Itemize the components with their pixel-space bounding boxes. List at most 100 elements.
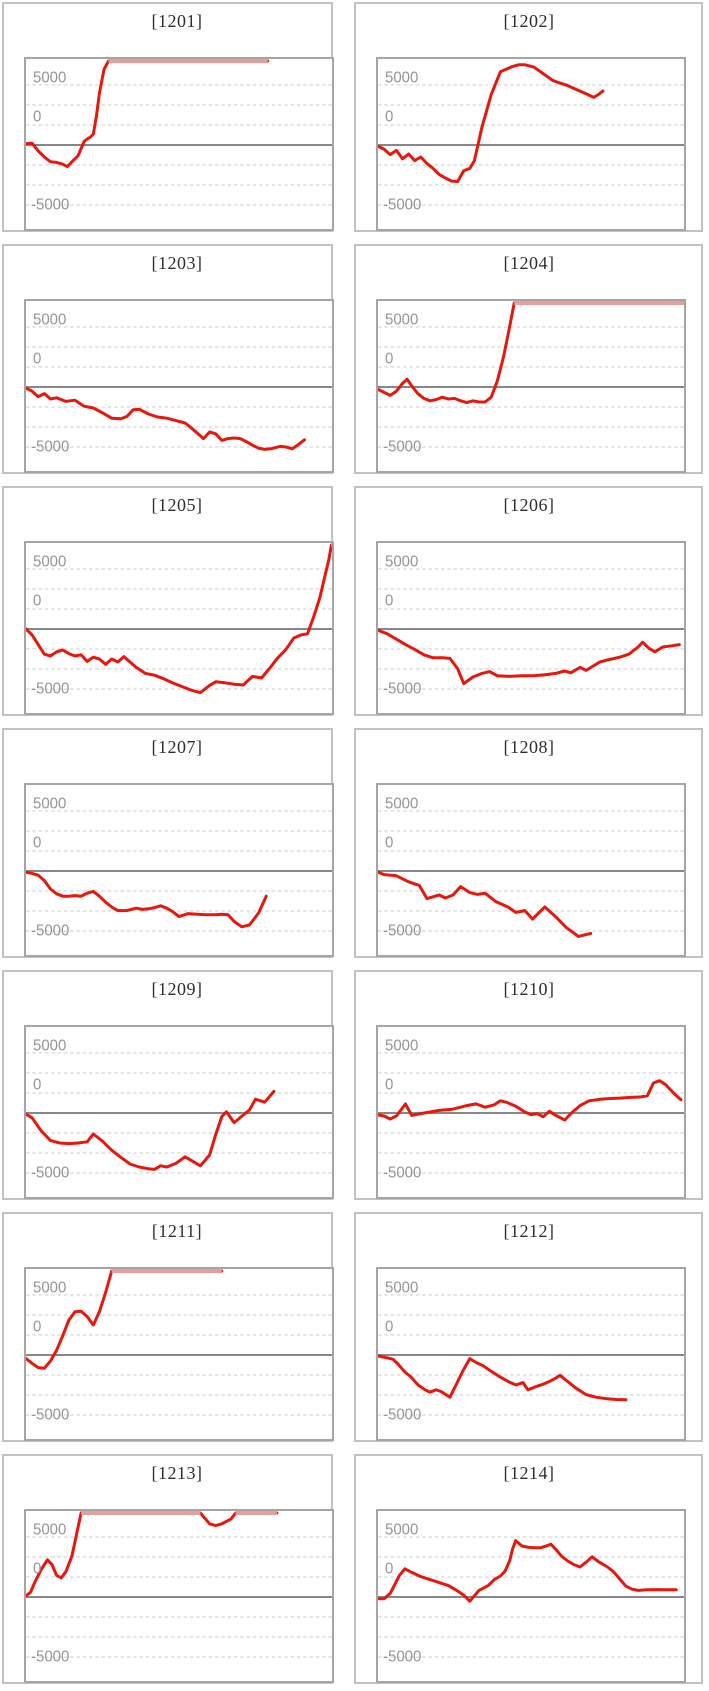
y-tick-neg5000: -5000 [383,1647,422,1666]
plot-area: 5000 0 -5000 [376,1267,686,1441]
line-chart-svg [26,59,332,206]
series-line [26,543,332,695]
y-tick-neg5000: -5000 [31,1163,70,1182]
chart-card: [1210] 5000 0 -5000 [354,970,703,1200]
plot-area: 5000 0 -5000 [376,783,686,957]
chart-card: [1205] 5000 0 -5000 [2,486,334,716]
y-tick-neg5000: -5000 [383,1163,422,1182]
plot-area: 5000 0 -5000 [376,541,686,715]
chart-card: [1201] 5000 0 -5000 [2,2,334,232]
y-tick-5000: 5000 [385,1036,419,1055]
line-chart-svg [26,810,332,932]
series-line [378,1354,628,1402]
y-tick-5000: 5000 [33,1278,67,1297]
plot-area: 5000 0 -5000 [376,1509,686,1683]
series-line [378,870,593,938]
y-tick-0: 0 [33,349,42,368]
y-tick-5000: 5000 [33,794,67,813]
y-tick-0: 0 [385,1317,394,1336]
y-tick-neg5000: -5000 [31,1405,70,1424]
series-line [26,1089,276,1171]
chart-card: [1208] 5000 0 -5000 [354,728,703,958]
y-tick-neg5000: -5000 [31,679,70,698]
plot-area: 5000 0 -5000 [376,1025,686,1199]
series-line [26,1269,224,1370]
chart-title: [1212] [503,1221,555,1241]
plot-area: 5000 0 -5000 [24,1267,334,1441]
plot-area: 5000 0 -5000 [24,541,334,715]
chart-title: [1206] [503,495,555,515]
series-line [378,301,684,405]
chart-title: [1209] [151,979,203,999]
y-tick-5000: 5000 [385,68,419,87]
y-tick-5000: 5000 [33,1036,67,1055]
plot-area: 5000 0 -5000 [24,299,334,473]
y-tick-neg5000: -5000 [383,437,422,456]
series-line [26,1511,279,1598]
y-tick-0: 0 [33,107,42,126]
y-tick-0: 0 [33,1317,42,1336]
chart-card: [1206] 5000 0 -5000 [354,486,703,716]
chart-title: [1211] [151,1221,203,1241]
line-chart-svg [378,810,684,938]
chart-title: [1213] [151,1463,203,1483]
y-tick-neg5000: -5000 [383,1405,422,1424]
y-tick-0: 0 [385,1075,394,1094]
y-tick-neg5000: -5000 [383,921,422,940]
y-tick-neg5000: -5000 [31,921,70,940]
series-line [378,628,681,686]
chart-card: [1209] 5000 0 -5000 [2,970,334,1200]
y-tick-neg5000: -5000 [383,679,422,698]
chart-title: [1207] [151,737,203,757]
chart-card: [1207] 5000 0 -5000 [2,728,334,958]
plot-area: 5000 0 -5000 [24,1025,334,1199]
plot-area: 5000 0 -5000 [376,299,686,473]
y-tick-5000: 5000 [385,794,419,813]
plot-area: 5000 0 -5000 [24,783,334,957]
line-chart-svg [26,326,332,451]
y-tick-5000: 5000 [385,310,419,329]
y-tick-5000: 5000 [33,310,67,329]
y-tick-neg5000: -5000 [31,1647,70,1666]
line-chart-svg [378,63,684,206]
chart-card: [1212] 5000 0 -5000 [354,1212,703,1442]
plot-area: 5000 0 -5000 [24,57,334,231]
line-chart-svg [26,1052,332,1174]
plot-area: 5000 0 -5000 [24,1509,334,1683]
chart-title: [1203] [151,253,203,273]
line-chart-svg [378,1294,684,1416]
line-chart-svg [26,1269,332,1416]
line-chart-svg [378,1536,684,1658]
y-tick-5000: 5000 [33,552,67,571]
line-chart-svg [378,1052,684,1174]
y-tick-neg5000: -5000 [31,195,70,214]
y-tick-0: 0 [33,1075,42,1094]
chart-title: [1208] [503,737,555,757]
chart-title: [1201] [151,11,203,31]
chart-title: [1214] [503,1463,555,1483]
chart-card: [1214] 5000 0 -5000 [354,1454,703,1684]
chart-card: [1211] 5000 0 -5000 [2,1212,334,1442]
y-tick-0: 0 [385,107,394,126]
series-line [26,59,270,169]
chart-title: [1202] [503,11,555,31]
chart-title: [1204] [503,253,555,273]
chart-title: [1210] [503,979,555,999]
series-line [378,1539,678,1603]
series-line [26,386,306,451]
y-tick-5000: 5000 [385,1520,419,1539]
y-tick-0: 0 [385,833,394,852]
line-chart-svg [378,568,684,690]
line-chart-svg [378,301,684,448]
chart-title: [1205] [151,495,203,515]
series-line [26,870,268,929]
y-tick-5000: 5000 [33,1520,67,1539]
y-tick-neg5000: -5000 [383,195,422,214]
chart-card: [1204] 5000 0 -5000 [354,244,703,474]
series-line [378,1079,683,1122]
y-tick-0: 0 [33,833,42,852]
line-chart-svg [26,1511,332,1658]
y-tick-5000: 5000 [385,1278,419,1297]
y-tick-0: 0 [385,591,394,610]
